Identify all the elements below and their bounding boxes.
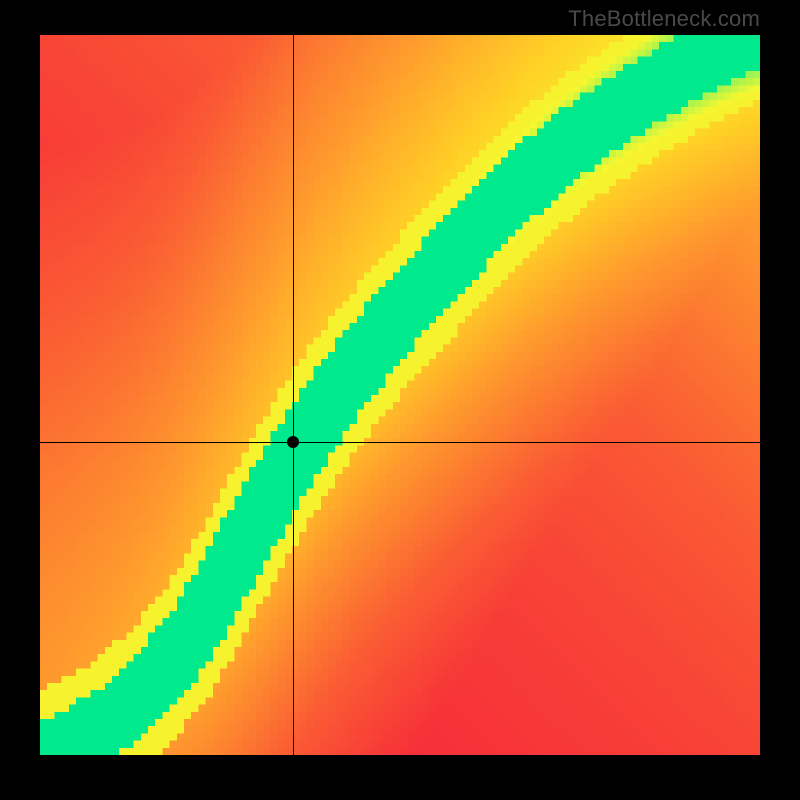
crosshair-vertical (293, 35, 294, 755)
bottleneck-heatmap-plot (40, 35, 760, 755)
crosshair-horizontal (40, 442, 760, 443)
selection-marker-dot (287, 436, 299, 448)
watermark-text: TheBottleneck.com (568, 6, 760, 32)
heatmap-canvas (40, 35, 760, 755)
